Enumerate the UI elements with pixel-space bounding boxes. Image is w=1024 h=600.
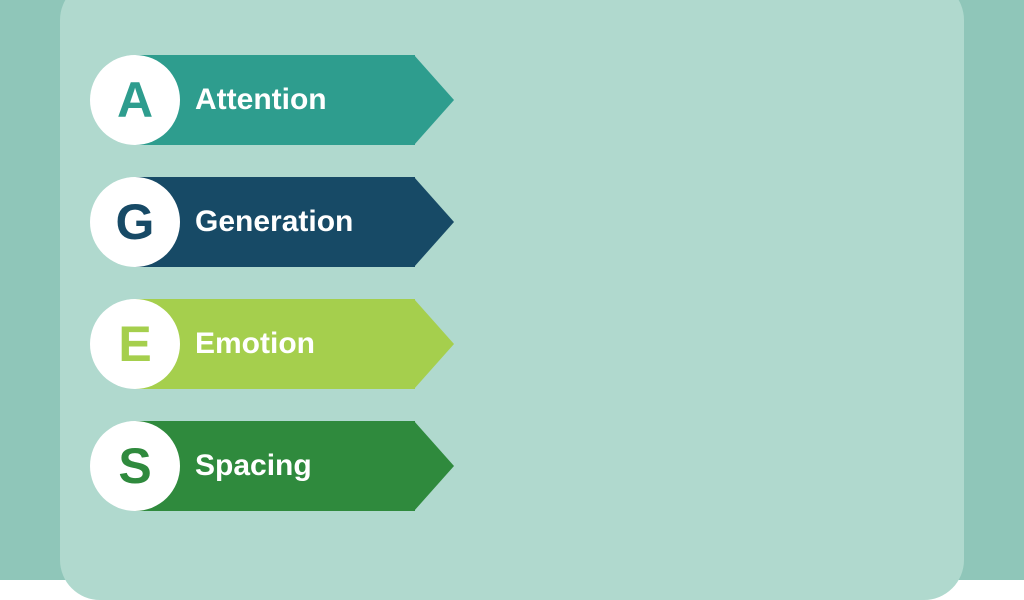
letter-circle: S	[90, 421, 180, 511]
letter-circle: E	[90, 299, 180, 389]
arrow-list: A Attention G Generation E Emotion S Spacing	[90, 55, 454, 511]
letter-circle: G	[90, 177, 180, 267]
arrow-label: Spacing	[195, 449, 312, 483]
arrow-row: G Generation	[90, 177, 454, 267]
arrow-label: Generation	[195, 205, 353, 239]
chevron-icon	[414, 177, 454, 267]
arrow-label: Emotion	[195, 327, 315, 361]
content-area: A Attention G Generation E Emotion S Spacing	[0, 0, 1024, 580]
arrow-row: E Emotion	[90, 299, 454, 389]
arrow-row: A Attention	[90, 55, 454, 145]
infographic-canvas: A Attention G Generation E Emotion S Spacing	[0, 0, 1024, 580]
chevron-icon	[414, 55, 454, 145]
arrow-label: Attention	[195, 83, 327, 117]
arrow-row: S Spacing	[90, 421, 454, 511]
letter-circle: A	[90, 55, 180, 145]
chevron-icon	[414, 421, 454, 511]
brain-icon	[499, 28, 969, 548]
chevron-icon	[414, 299, 454, 389]
